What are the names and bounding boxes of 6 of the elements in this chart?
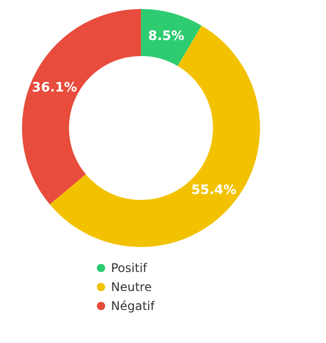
- data-label: 8.5%: [148, 28, 184, 44]
- data-label: 55.4%: [191, 182, 236, 198]
- data-label: 36.1%: [32, 80, 78, 96]
- legend-label: Positif: [111, 261, 148, 275]
- legend-label: Négatif: [111, 299, 156, 313]
- legend-label: Neutre: [111, 280, 152, 294]
